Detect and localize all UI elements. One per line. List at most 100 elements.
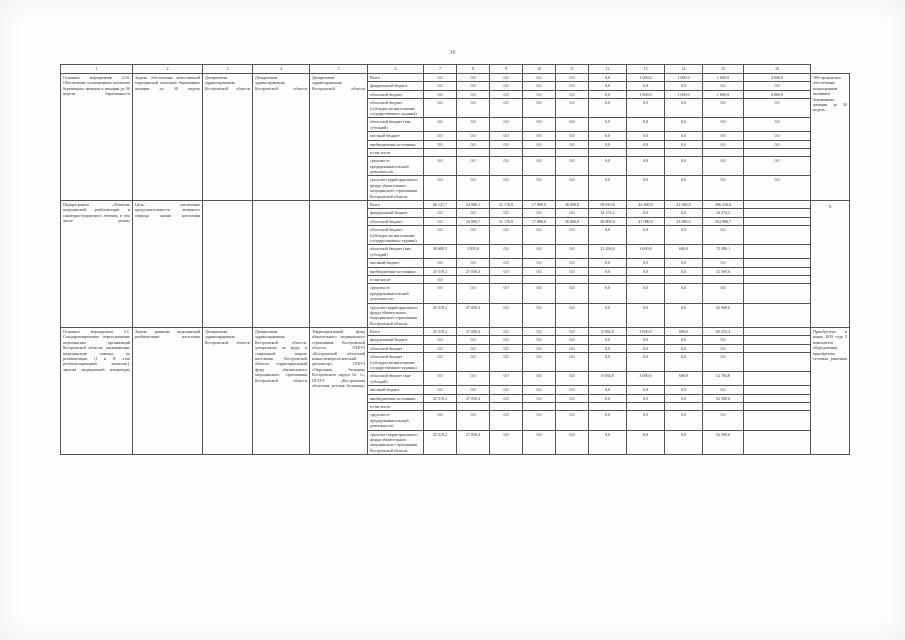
amount-cell: 0,0 <box>489 393 523 403</box>
amount-cell: 0,0 <box>555 258 589 268</box>
amount-cell <box>626 274 665 285</box>
amount-cell: 0,0 <box>456 225 490 246</box>
amount-cell: 0,0 <box>522 81 556 91</box>
amount-cell <box>743 208 811 218</box>
amount-cell: 0,0 <box>626 131 665 141</box>
amount-cell: 0,0 <box>423 352 457 373</box>
amount-cell: 0,0 <box>522 98 556 119</box>
amount-cell: 52 569,6 <box>702 393 744 403</box>
amount-cell: 0,0 <box>626 429 665 456</box>
amount-cell: 0,0 <box>588 98 627 119</box>
amount-cell: 0,0 <box>743 98 811 119</box>
table-row: областной бюджет 0,0 0,0 0,0 0,0 0,0 0,0 1 600,… <box>61 89 850 100</box>
amount-cell: 0,0 <box>588 352 627 373</box>
amount-cell: 0,0 <box>456 81 490 91</box>
table-row: федеральный бюджет 0,0 0,0 0,0 0,0 0,0 0,0 0,0 0… <box>61 81 850 91</box>
amount-cell: 0,0 <box>456 72 490 83</box>
amount-cell: 0,0 <box>702 410 744 431</box>
amount-cell: 27 050,4 <box>456 393 490 403</box>
amount-cell: 0,0 <box>423 283 457 304</box>
amount-cell: 0,0 <box>664 139 703 149</box>
amount-cell <box>743 274 811 285</box>
amount-cell <box>588 274 627 285</box>
amount-cell: 0,0 <box>522 139 556 149</box>
amount-cell <box>423 147 457 158</box>
amount-cell: 0,0 <box>522 335 556 345</box>
amount-cell <box>702 147 744 158</box>
amount-cell: 0,0 <box>555 385 589 395</box>
amount-cell: 1 600,0 <box>702 72 744 83</box>
amount-cell: 0,0 <box>456 131 490 141</box>
amount-cell: 0,0 <box>522 385 556 395</box>
amount-cell: 1 600,0 <box>626 72 665 83</box>
amount-cell: 0,0 <box>555 266 589 276</box>
amount-cell: 8 584,8 <box>588 371 627 387</box>
amount-cell: 0,0 <box>489 371 523 387</box>
table-row: областной бюджет (субсидии на выполнение… <box>61 98 850 119</box>
amount-cell: 0,0 <box>555 175 589 202</box>
amount-cell: 0,0 <box>588 393 627 403</box>
column-number-6: 6 <box>367 64 424 74</box>
amount-cell: 0,0 <box>489 283 523 304</box>
section-0-col1: Основное мероприятие 4.10. Обеспечение п… <box>60 72 133 202</box>
amount-cell: 4 800,0 <box>743 89 811 100</box>
amount-cell: 0,0 <box>626 98 665 119</box>
table-row: областной бюджет 0,0 0,0 0,0 0,0 0,0 0,0 0,0 0,0… <box>61 343 850 354</box>
amount-cell: 0,0 <box>743 81 811 91</box>
amount-cell: 25 519,2 <box>423 266 457 276</box>
amount-cell <box>664 401 703 412</box>
amount-cell: 27 050,4 <box>456 429 490 456</box>
budget-category-label: внебюджетные источники <box>367 266 424 276</box>
budget-category-label: средства территориального фонда обязател… <box>367 302 424 329</box>
amount-cell: 0,0 <box>522 244 556 260</box>
section-1-col4 <box>252 200 310 329</box>
amount-cell: 0,0 <box>626 335 665 345</box>
amount-cell <box>743 266 811 276</box>
amount-cell: 0,0 <box>423 216 457 227</box>
amount-cell: 0,0 <box>489 302 523 329</box>
amount-cell: 0,0 <box>423 156 457 177</box>
amount-cell: 0,0 <box>423 139 457 149</box>
table-row: областной бюджет (субсидии на выполнение… <box>61 225 850 246</box>
amount-cell: 27 050,4 <box>456 327 490 337</box>
budget-category-label: областной бюджет <box>367 216 424 227</box>
amount-cell: 0,0 <box>743 156 811 177</box>
amount-cell: 0,0 <box>456 175 490 202</box>
amount-cell <box>626 147 665 158</box>
amount-cell: 0,0 <box>588 385 627 395</box>
amount-cell: 41 680,0 <box>664 216 703 227</box>
amount-cell: 600,0 <box>664 327 703 337</box>
amount-cell <box>743 200 811 210</box>
amount-cell <box>555 401 589 412</box>
amount-cell: 0,0 <box>588 89 627 100</box>
amount-cell <box>522 401 556 412</box>
amount-cell: 0,0 <box>588 429 627 456</box>
amount-cell: 0,0 <box>489 343 523 354</box>
amount-cell <box>489 401 523 412</box>
amount-cell: 0,0 <box>489 258 523 268</box>
column-number-16: 16 <box>743 64 811 74</box>
amount-cell <box>743 327 811 337</box>
table-row: средства от предпринимательской деятельн… <box>61 283 850 304</box>
amount-cell: 0,0 <box>702 283 744 304</box>
amount-cell: 44 680,0 <box>626 200 665 210</box>
section-2-result-note: Приобретено в конце 2019 года 5 комплект… <box>810 327 850 456</box>
amount-cell: 0,0 <box>489 208 523 218</box>
amount-cell: 0,0 <box>626 343 665 354</box>
budget-category-label: в том числе: <box>367 401 424 412</box>
amount-cell: 0,0 <box>423 89 457 100</box>
amount-cell: 52 569,6 <box>702 429 744 456</box>
amount-cell <box>423 401 457 412</box>
budget-category-label: Всего <box>367 327 424 337</box>
amount-cell: 0,0 <box>588 225 627 246</box>
amount-cell: 4 800,0 <box>743 72 811 83</box>
amount-cell: 65 254,4 <box>702 327 744 337</box>
amount-cell: 0,0 <box>423 117 457 133</box>
section-1-col5 <box>309 200 368 329</box>
amount-cell <box>743 401 811 412</box>
amount-cell: 0,0 <box>456 335 490 345</box>
budget-category-label: местный бюджет <box>367 131 424 141</box>
column-number-14: 14 <box>664 64 703 74</box>
amount-cell: 0,0 <box>664 429 703 456</box>
amount-cell <box>456 274 490 285</box>
